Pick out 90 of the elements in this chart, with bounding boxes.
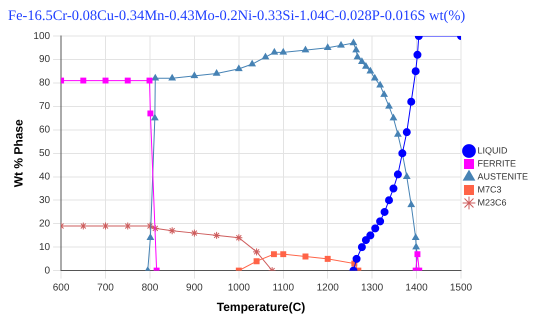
y-tick-label: 60: [38, 124, 51, 136]
y-tick-label: 40: [38, 172, 51, 183]
point: [408, 200, 415, 208]
point: [235, 64, 242, 72]
point: [402, 128, 411, 136]
point: [394, 170, 402, 178]
legend-label: LIQUID: [477, 145, 508, 156]
point: [190, 229, 198, 238]
point: [358, 243, 366, 252]
point: [414, 251, 420, 258]
x-tick-label: 1300: [361, 282, 384, 294]
x-tick-label: 1400: [405, 282, 428, 294]
point: [280, 251, 286, 258]
point: [102, 78, 108, 84]
point: [350, 39, 357, 46]
point: [151, 224, 160, 232]
point: [337, 41, 345, 48]
point: [252, 248, 261, 256]
point: [385, 102, 393, 109]
point: [302, 46, 310, 52]
point: [394, 130, 402, 137]
point: [358, 58, 366, 64]
y-tick-label: 10: [38, 242, 51, 253]
point: [254, 258, 260, 264]
point: [352, 46, 360, 52]
x-tick-label: 1500: [450, 282, 473, 294]
chart-title: Fe-16.5Cr-0.08Cu-0.34Mn-0.43Mo-0.2Ni-0.33Si-1.04C-0.028P-0.016S wt(%): [8, 8, 466, 25]
y-tick-label: 20: [38, 218, 51, 230]
point: [403, 172, 410, 180]
x-tick-label: 1200: [316, 282, 340, 294]
legend-label: AUSTENITE: [477, 171, 528, 182]
point: [413, 50, 422, 59]
x-tick-label: 700: [97, 282, 114, 294]
point: [390, 114, 397, 120]
x-tick-label: 800: [142, 282, 159, 294]
point: [146, 78, 152, 84]
point: [262, 53, 270, 60]
point: [371, 224, 380, 232]
y-tick-label: 50: [38, 148, 51, 160]
point: [168, 226, 176, 235]
point: [366, 67, 374, 74]
point: [407, 98, 416, 106]
point: [385, 196, 394, 204]
point: [147, 110, 154, 116]
point: [124, 78, 131, 84]
point: [152, 74, 159, 80]
point: [324, 44, 332, 50]
y-tick-label: 70: [38, 101, 51, 112]
point: [146, 234, 154, 240]
point: [324, 256, 331, 262]
point: [412, 243, 420, 250]
point: [190, 72, 198, 78]
legend-label: FERRITE: [477, 158, 516, 168]
point: [371, 74, 378, 80]
point: [352, 254, 361, 263]
x-tick-label: 1100: [272, 282, 294, 294]
point: [302, 254, 308, 260]
point: [270, 48, 278, 55]
x-tick-label: 900: [186, 282, 204, 294]
point: [213, 70, 220, 76]
point: [151, 114, 158, 120]
point: [270, 251, 277, 258]
point: [234, 234, 243, 242]
point: [376, 81, 384, 88]
point: [389, 184, 398, 192]
y-tick-label: 0: [44, 265, 51, 276]
y-tick-label: 100: [33, 30, 51, 42]
legend-label: M23C6: [477, 197, 507, 208]
point: [412, 234, 420, 240]
x-tick-label: 600: [52, 282, 70, 294]
point: [366, 231, 374, 240]
legend-label: M7C3: [477, 184, 502, 194]
point: [376, 217, 384, 226]
point: [362, 236, 370, 244]
point: [280, 48, 287, 55]
point: [80, 78, 86, 84]
point: [380, 208, 389, 216]
point: [354, 53, 361, 60]
y-axis-title: Wt % Phase: [12, 118, 26, 188]
point: [362, 62, 370, 69]
y-tick-label: 80: [38, 78, 51, 89]
point: [168, 74, 176, 80]
x-tick-label: 1000: [228, 282, 250, 294]
point: [412, 67, 420, 76]
point: [212, 231, 221, 240]
y-tick-label: 30: [38, 194, 51, 206]
y-tick-label: 90: [38, 54, 51, 66]
point: [248, 60, 256, 66]
point: [380, 90, 388, 97]
x-axis-title: Temperature(C): [216, 300, 306, 314]
